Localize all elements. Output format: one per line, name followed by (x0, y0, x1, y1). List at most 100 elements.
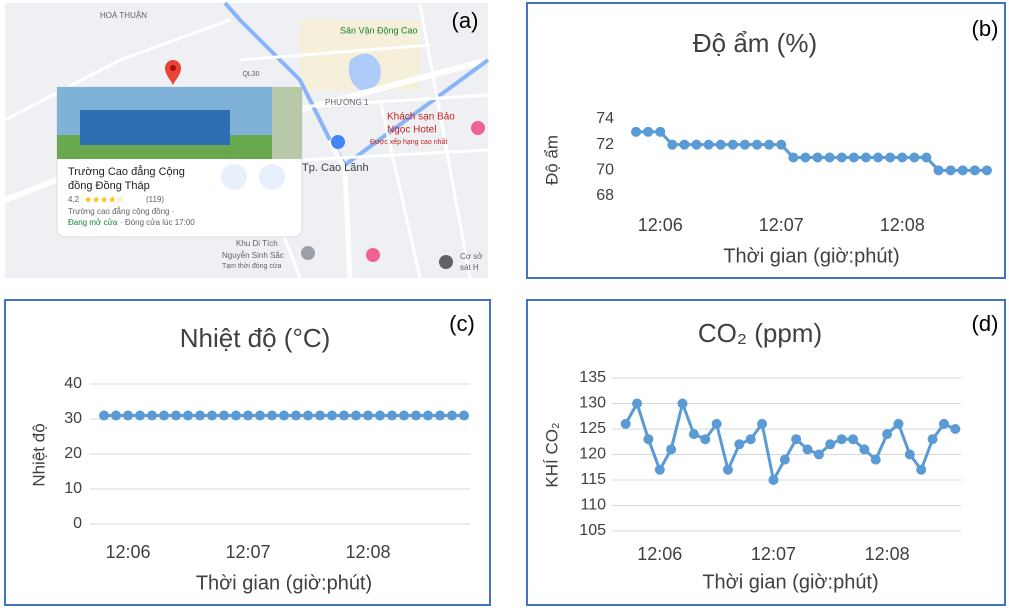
data-point (655, 127, 665, 137)
poi-icon (366, 248, 380, 262)
data-point (363, 411, 373, 421)
data-point (825, 153, 835, 163)
figure: HOÀ THUẬN Sân Vận Động Cao QL30 PHƯỜNG 1… (0, 0, 1009, 608)
data-point (621, 419, 631, 429)
data-point (764, 140, 774, 150)
data-point (803, 444, 813, 454)
data-point (873, 153, 883, 163)
data-point (147, 411, 157, 421)
y-tick-label: 40 (64, 375, 82, 392)
panel-label: (c) (449, 311, 475, 336)
data-point (882, 429, 892, 439)
data-point (339, 411, 349, 421)
data-point (435, 411, 445, 421)
data-point (255, 411, 265, 421)
data-point (752, 140, 762, 150)
y-tick-label: 72 (596, 136, 614, 153)
data-point (859, 444, 869, 454)
data-point (667, 140, 677, 150)
data-line (626, 404, 956, 481)
map-place: Khách sạn Bảo (387, 112, 455, 123)
data-point (982, 165, 992, 175)
card-title: đồng Đồng Tháp (68, 180, 150, 192)
data-point (837, 434, 847, 444)
x-axis-title: Thời gian (giờ:phút) (723, 245, 899, 267)
y-tick-label: 10 (64, 480, 82, 497)
y-tick-label: 125 (579, 420, 606, 437)
data-point (351, 411, 361, 421)
directions-button[interactable] (221, 164, 247, 190)
data-point (655, 465, 665, 475)
data-point (692, 140, 702, 150)
data-point (905, 450, 915, 460)
map-place: PHƯỜNG 1 (325, 98, 369, 107)
data-point (219, 411, 229, 421)
data-point (928, 434, 938, 444)
card-reviews: (119) (146, 195, 164, 204)
poi-icon (471, 121, 485, 135)
map-place: HOÀ THUẬN (100, 11, 147, 20)
data-point (909, 153, 919, 163)
map-place: Được xếp hạng cao nhất (370, 137, 447, 146)
data-point (327, 411, 337, 421)
y-tick-label: 120 (579, 446, 606, 463)
data-point (632, 399, 642, 409)
y-axis-title: Độ ẩm (542, 135, 561, 185)
map-place: sát H (460, 263, 479, 272)
map-pin-dot (170, 65, 176, 71)
data-point (788, 153, 798, 163)
card-status: Đang mở cửa (68, 218, 118, 227)
y-tick-label: 30 (64, 410, 82, 427)
chart-title: Độ ẩm (%) (693, 28, 817, 58)
data-point (837, 153, 847, 163)
chart-title: CO₂ (ppm) (698, 318, 822, 348)
x-axis-title: Thời gian (giờ:phút) (702, 571, 878, 593)
page: HOÀ THUẬN Sân Vận Động Cao QL30 PHƯỜNG 1… (0, 0, 1009, 608)
data-point (723, 465, 733, 475)
y-tick-label: 74 (596, 110, 614, 127)
card-hours: · Đóng cửa lúc 17:00 (120, 218, 195, 227)
y-axis-title: Nhiệt độ (29, 423, 48, 486)
x-tick-label: 12:07 (759, 215, 804, 235)
y-tick-label: 130 (579, 395, 606, 412)
data-point (375, 411, 385, 421)
y-axis-title: KHÍ CO₂ (542, 422, 561, 487)
y-tick-label: 105 (579, 522, 606, 539)
data-point (678, 399, 688, 409)
data-point (183, 411, 193, 421)
data-point (423, 411, 433, 421)
data-point (712, 419, 722, 429)
data-point (734, 439, 744, 449)
data-point (813, 153, 823, 163)
x-tick-label: 12:07 (751, 544, 796, 564)
data-line (636, 132, 987, 171)
card-title: Trường Cao đẳng Cộng (68, 165, 185, 178)
panel-label: (a) (452, 8, 479, 33)
poi-icon (439, 255, 453, 269)
poi-icon (301, 246, 315, 260)
data-point (871, 455, 881, 465)
map-place: QL30 (242, 71, 259, 78)
data-point (171, 411, 181, 421)
data-point (934, 165, 944, 175)
data-point (958, 165, 968, 175)
chart-title: Nhiệt độ (°C) (180, 323, 331, 353)
map-place: Ngọc Hotel (387, 125, 436, 136)
data-point (776, 140, 786, 150)
data-point (700, 434, 710, 444)
data-point (303, 411, 313, 421)
data-point (849, 153, 859, 163)
x-tick-label: 12:06 (638, 215, 683, 235)
card-rating: 4,2 (68, 195, 80, 204)
data-point (123, 411, 133, 421)
data-point (946, 165, 956, 175)
data-point (135, 411, 145, 421)
data-point (916, 465, 926, 475)
map-place: Khu Di Tích (236, 239, 278, 248)
y-tick-label: 70 (596, 162, 614, 179)
data-point (689, 429, 699, 439)
save-button[interactable] (259, 164, 285, 190)
data-point (757, 419, 767, 429)
x-tick-label: 12:07 (225, 542, 270, 562)
data-point (666, 444, 676, 454)
